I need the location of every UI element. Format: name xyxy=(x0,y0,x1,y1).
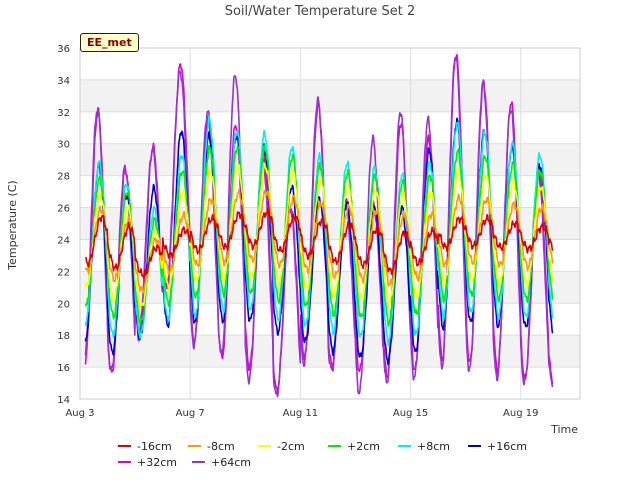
legend-swatch xyxy=(188,445,201,447)
y-tick-label: 32 xyxy=(57,108,70,119)
chart-title: Soil/Water Temperature Set 2 xyxy=(225,4,416,19)
y-tick-label: 36 xyxy=(57,44,70,55)
y-axis-ticks: 14 16 18 20 22 24 26 28 30 32 34 36 xyxy=(57,44,70,406)
y-tick-label: 28 xyxy=(57,172,70,183)
y-tick-label: 20 xyxy=(57,299,70,310)
plot-border xyxy=(79,47,581,400)
y-tick-label: 24 xyxy=(57,235,70,246)
plot-band xyxy=(80,79,580,112)
x-axis-ticks: Aug 3 Aug 7 Aug 11 Aug 15 Aug 19 xyxy=(65,408,538,419)
y-tick-label: 34 xyxy=(57,76,70,87)
legend-label: +8cm xyxy=(417,439,450,453)
legend-swatch xyxy=(192,461,205,463)
x-axis-label: Time xyxy=(550,423,578,436)
legend-item: -2cm xyxy=(258,440,328,453)
legend-swatch xyxy=(258,445,271,447)
legend-item: +2cm xyxy=(328,440,398,453)
y-tick-label: 30 xyxy=(57,140,70,151)
legend-item: -16cm xyxy=(118,440,188,453)
x-tick-label: Aug 19 xyxy=(503,408,538,419)
legend-label: +32cm xyxy=(137,455,177,469)
series-lines xyxy=(84,53,554,398)
y-tick-label: 16 xyxy=(57,363,70,374)
series-line-minus2cm xyxy=(84,162,554,310)
legend-item: +32cm xyxy=(118,456,192,469)
station-label: EE_met xyxy=(80,33,139,52)
plot-band xyxy=(80,143,580,176)
y-tick-label: 22 xyxy=(57,267,70,278)
series-line-minus16cm xyxy=(85,207,554,279)
legend-swatch xyxy=(118,461,131,463)
legend-label: -16cm xyxy=(137,439,172,453)
legend-label: -8cm xyxy=(207,439,235,453)
legend-item: +8cm xyxy=(398,440,468,453)
chart-legend: -16cm -8cm -2cm +2cm +8cm +16cm +32cm +64cm xyxy=(118,438,538,470)
legend-label: -2cm xyxy=(277,439,305,453)
legend-row: -16cm -8cm -2cm +2cm +8cm +16cm xyxy=(118,438,538,454)
legend-row: +32cm +64cm xyxy=(118,454,538,470)
x-tick-label: Aug 7 xyxy=(176,408,205,419)
plot-band xyxy=(80,367,580,399)
plot-band xyxy=(80,207,580,240)
legend-label: +64cm xyxy=(211,455,251,469)
y-tick-label: 18 xyxy=(57,331,70,342)
legend-swatch xyxy=(468,445,481,447)
y-axis-label: Temperature (C) xyxy=(6,180,19,270)
plot-band xyxy=(80,175,580,208)
legend-label: +16cm xyxy=(487,439,527,453)
plot-band xyxy=(80,48,580,80)
legend-item: +16cm xyxy=(468,440,538,453)
legend-swatch xyxy=(328,445,341,447)
x-tick-label: Aug 11 xyxy=(283,408,318,419)
x-tick-label: Aug 3 xyxy=(65,408,94,419)
y-tick-label: 14 xyxy=(57,395,70,406)
legend-item: -8cm xyxy=(188,440,258,453)
x-tick-label: Aug 15 xyxy=(393,408,428,419)
y-tick-label: 26 xyxy=(57,204,70,215)
legend-swatch xyxy=(398,445,411,447)
legend-swatch xyxy=(118,445,131,447)
legend-item: +64cm xyxy=(192,456,266,469)
plot-band xyxy=(80,111,580,144)
legend-label: +2cm xyxy=(347,439,380,453)
